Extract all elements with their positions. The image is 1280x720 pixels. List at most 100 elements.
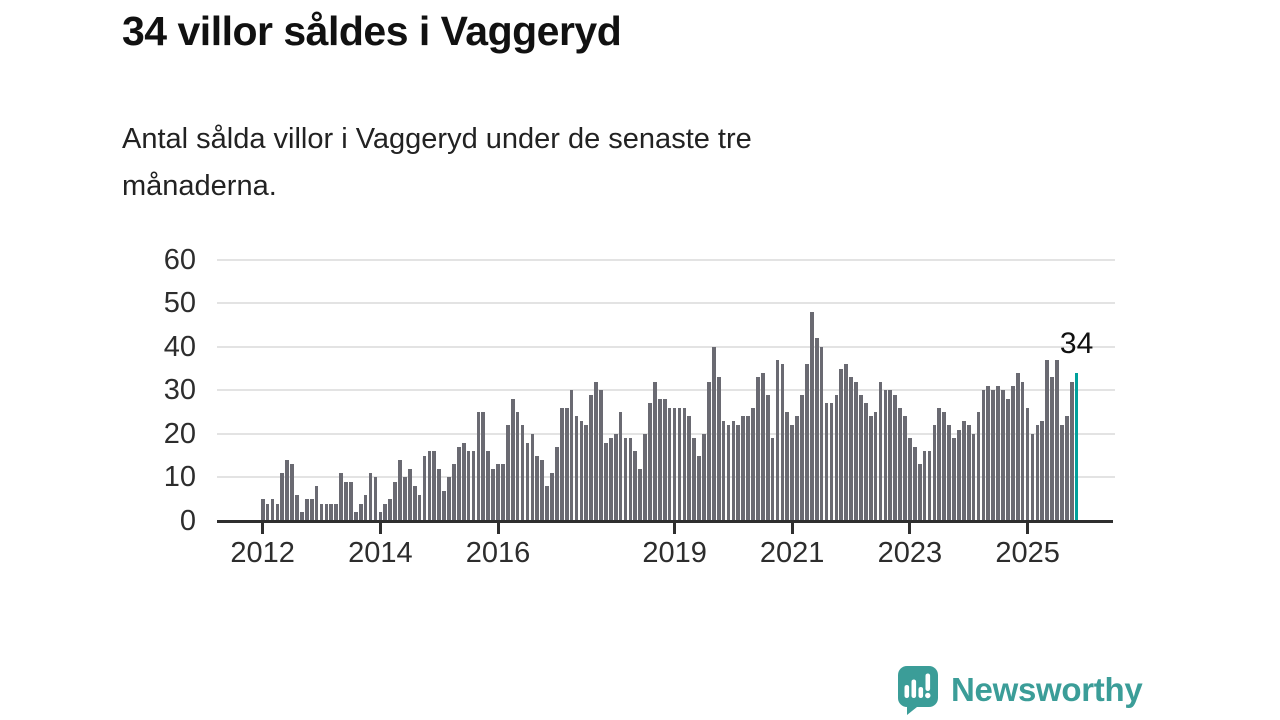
y-axis-label: 40 xyxy=(163,330,196,363)
x-axis-label: 2014 xyxy=(348,537,413,569)
bar xyxy=(859,394,863,521)
bar xyxy=(1050,377,1054,521)
bar xyxy=(1064,416,1069,521)
bar xyxy=(300,512,304,521)
bar xyxy=(398,460,402,521)
bar xyxy=(707,381,711,521)
bar xyxy=(986,385,991,521)
bar xyxy=(711,346,716,521)
bar xyxy=(697,455,701,521)
bar xyxy=(947,425,951,521)
bar xyxy=(1025,407,1030,521)
bar xyxy=(309,499,314,521)
bar xyxy=(971,433,976,521)
y-gridline xyxy=(217,389,1115,392)
bar xyxy=(427,451,432,521)
bar xyxy=(667,407,672,521)
bar xyxy=(937,407,942,521)
newsworthy-wordmark: Newsworthy xyxy=(951,671,1143,708)
bar xyxy=(1045,359,1050,521)
bar xyxy=(756,377,760,521)
bar xyxy=(1055,359,1059,521)
y-axis-label: 10 xyxy=(163,461,196,494)
bar xyxy=(559,407,564,521)
bar xyxy=(280,473,285,521)
bar xyxy=(888,390,893,521)
bar xyxy=(613,433,618,521)
bar xyxy=(638,468,643,521)
bar xyxy=(1006,399,1010,521)
bar xyxy=(623,438,628,521)
bar xyxy=(329,503,334,521)
bar xyxy=(447,477,451,521)
bar xyxy=(589,394,594,521)
bar xyxy=(878,381,883,521)
bar xyxy=(349,481,353,521)
bar xyxy=(304,499,309,521)
bar xyxy=(736,425,741,521)
bar xyxy=(270,499,275,521)
x-axis-tick xyxy=(496,522,500,534)
bar xyxy=(814,338,819,521)
bar xyxy=(844,364,848,521)
bar xyxy=(574,416,579,521)
bar xyxy=(829,403,834,521)
bar xyxy=(618,412,623,521)
bar xyxy=(437,468,442,521)
bar xyxy=(966,425,971,521)
bar xyxy=(672,407,677,521)
bar xyxy=(805,364,809,521)
y-gridline xyxy=(217,345,1115,348)
bar xyxy=(358,503,363,521)
bar xyxy=(486,451,491,521)
bar xyxy=(569,390,574,521)
bar xyxy=(1030,433,1035,521)
bar xyxy=(510,399,515,521)
bar xyxy=(868,416,873,521)
bar xyxy=(917,464,922,521)
bar xyxy=(324,503,329,521)
bar xyxy=(417,494,422,521)
bar xyxy=(604,442,608,521)
x-axis-tick xyxy=(673,522,677,534)
bar xyxy=(952,438,956,521)
bar xyxy=(785,412,790,521)
page-title: 34 villor såldes i Vaggeryd xyxy=(122,8,622,54)
bar xyxy=(432,451,437,521)
bar xyxy=(525,442,530,521)
bar xyxy=(760,372,765,521)
bar xyxy=(765,394,770,521)
bar xyxy=(702,433,706,521)
bar xyxy=(550,473,554,521)
bar xyxy=(594,381,598,521)
y-axis-label: 0 xyxy=(179,505,196,537)
bar xyxy=(339,473,343,521)
bar xyxy=(780,364,785,521)
bar xyxy=(334,503,339,521)
bar xyxy=(412,486,417,521)
newsworthy-bubble-chart-icon xyxy=(896,665,940,715)
bar xyxy=(863,403,868,521)
bar xyxy=(461,442,466,521)
bar xyxy=(456,446,461,521)
bar xyxy=(275,503,280,521)
bar xyxy=(819,346,824,521)
bar xyxy=(584,425,589,521)
bar xyxy=(648,403,652,521)
bar xyxy=(393,481,397,521)
x-axis-tick xyxy=(1026,522,1030,534)
bar xyxy=(800,394,804,521)
bar xyxy=(643,433,647,521)
bar xyxy=(770,438,775,521)
x-axis-label: 2023 xyxy=(877,537,943,569)
y-gridline xyxy=(217,258,1115,261)
bar xyxy=(403,477,407,521)
bar xyxy=(368,473,373,521)
x-axis-tick xyxy=(378,522,382,534)
bar xyxy=(530,433,535,521)
bar xyxy=(1015,372,1020,521)
bar xyxy=(991,390,996,521)
bar xyxy=(687,416,692,521)
bar xyxy=(1060,425,1064,521)
bar xyxy=(378,512,383,521)
